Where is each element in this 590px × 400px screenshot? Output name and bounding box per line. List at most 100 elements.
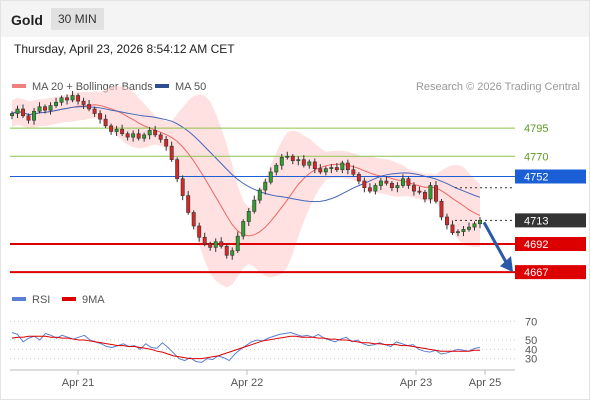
candle-body [26, 115, 31, 121]
candle-body [92, 108, 97, 114]
candle-body [290, 155, 295, 162]
forecast-arrow-head [500, 256, 513, 273]
rsi-tick-label: 30 [525, 354, 537, 366]
candle-body [109, 125, 114, 132]
candle-body [406, 178, 411, 186]
candle-body [48, 105, 53, 111]
candle-body [76, 95, 81, 102]
candle-body [329, 167, 334, 169]
candle-body [312, 161, 317, 169]
candle-body [461, 229, 466, 232]
candle-body [356, 173, 361, 182]
timeframe-button[interactable]: 30 MIN [51, 8, 104, 30]
candle-body [208, 243, 213, 248]
candle-body [252, 199, 257, 212]
candle-body [59, 97, 64, 103]
candle-body [257, 189, 262, 201]
candle-body [467, 226, 471, 230]
level-label-4770: 4770 [524, 151, 548, 163]
legend-rsi-label: RSI [32, 294, 50, 306]
level-label-4795: 4795 [524, 123, 548, 135]
candle-body [147, 130, 152, 136]
legend-swatch-rsi [12, 297, 26, 301]
candle-body [114, 128, 119, 132]
rsi-tick-label: 50 [525, 335, 537, 347]
candle-body [411, 185, 416, 192]
candle-body [301, 159, 306, 166]
candle-body [472, 223, 477, 228]
candle-body [395, 185, 400, 189]
forecast-arrow-shaft [482, 221, 508, 263]
candle-body [191, 212, 196, 227]
rsi-tick-label: 70 [525, 316, 537, 328]
candle-body [180, 178, 185, 196]
level-label-4667: 4667 [524, 267, 548, 279]
level-label-4713: 4713 [524, 215, 548, 227]
candle-body [439, 200, 444, 218]
candle-body [81, 100, 86, 105]
candle-body [296, 159, 301, 162]
candle-body [340, 162, 345, 171]
x-tick-label: Apr 22 [231, 377, 263, 389]
x-tick-label: Apr 25 [469, 377, 501, 389]
rsi-9ma-line [11, 335, 480, 360]
candle-body [434, 185, 438, 202]
candle-body [21, 108, 25, 117]
candle-body [417, 190, 422, 193]
candle-body [318, 168, 323, 173]
bollinger-band [12, 86, 480, 288]
candle-body [153, 130, 158, 136]
candle-body [219, 241, 224, 247]
candle-body [307, 161, 312, 166]
candle-body [285, 155, 290, 158]
candle-body [279, 157, 284, 166]
candle-body [120, 128, 125, 135]
candle-body [70, 95, 75, 101]
candle-body [241, 221, 246, 237]
candle-body [445, 216, 449, 226]
candle-body [125, 133, 130, 138]
candle-body [378, 180, 383, 186]
candle-body [186, 195, 191, 213]
header-bar: Gold 30 MIN [1, 1, 589, 37]
candle-body [263, 181, 268, 191]
candle-body [169, 145, 174, 160]
candle-body [478, 220, 482, 225]
candle-body [230, 250, 235, 256]
candle-body [43, 106, 47, 111]
legend-swatch-9ma [62, 297, 76, 301]
rsi-line [11, 332, 481, 363]
level-tag-4667 [515, 265, 586, 280]
candle-body [142, 134, 147, 139]
level-tag-4692 [515, 237, 586, 251]
candle-body [98, 113, 103, 120]
candle-body [367, 187, 372, 192]
candle-body [202, 236, 207, 245]
x-tick-label: Apr 21 [62, 377, 94, 389]
candle-body [37, 106, 42, 112]
candle-body [362, 180, 367, 189]
watermark: Research © 2026 Trading Central [416, 81, 580, 93]
candle-body [268, 171, 273, 183]
candle-body [428, 185, 433, 200]
candle-body [54, 101, 58, 106]
candle-body [456, 231, 460, 234]
candle-body [65, 97, 70, 101]
level-label-4692: 4692 [524, 239, 548, 251]
legend-swatch-ma50 [155, 84, 169, 88]
x-tick-label: Apr 23 [400, 377, 432, 389]
chart-datetime: Thursday, April 23, 2026 8:54:12 AM CET [14, 42, 235, 56]
candle-body [158, 134, 163, 140]
candle-body [235, 235, 240, 252]
candle-body [10, 113, 14, 117]
candle-body [422, 191, 427, 200]
candle-body [213, 241, 218, 248]
candle-body [87, 104, 92, 110]
candle-body [175, 159, 180, 180]
level-tag-4752 [515, 169, 586, 184]
candle-body [450, 224, 455, 234]
level-label-4752: 4752 [524, 172, 548, 184]
candle-body [164, 139, 169, 147]
